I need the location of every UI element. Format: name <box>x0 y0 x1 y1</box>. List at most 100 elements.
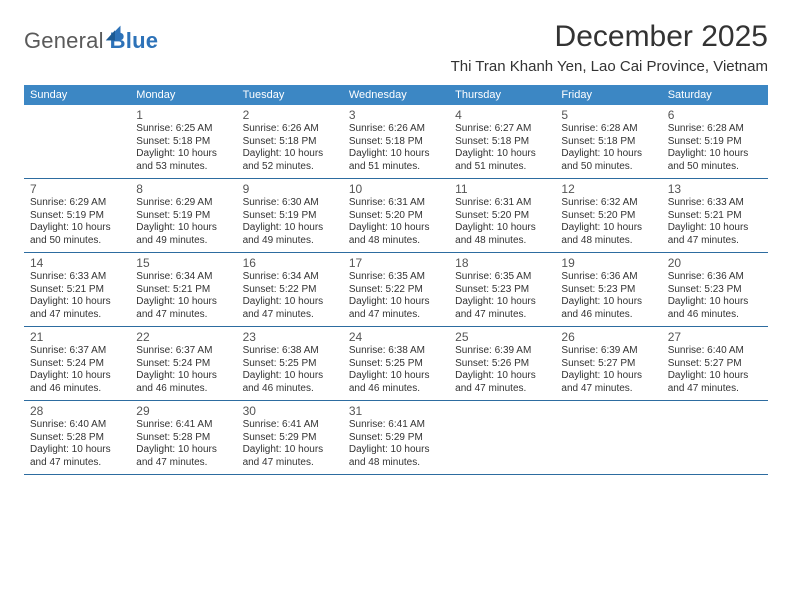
daylight-line: Daylight: 10 hours and 47 minutes. <box>561 370 655 395</box>
sunrise-line: Sunrise: 6:38 AM <box>349 345 443 358</box>
calendar-cell: 7Sunrise: 6:29 AMSunset: 5:19 PMDaylight… <box>24 179 130 252</box>
day-number: 4 <box>455 108 549 122</box>
day-header-cell: Sunday <box>24 85 130 105</box>
daylight-line: Daylight: 10 hours and 51 minutes. <box>349 148 443 173</box>
day-number: 15 <box>136 256 230 270</box>
day-number: 27 <box>668 330 762 344</box>
day-header-cell: Monday <box>130 85 236 105</box>
sunset-line: Sunset: 5:18 PM <box>349 136 443 149</box>
sunset-line: Sunset: 5:29 PM <box>243 432 337 445</box>
daylight-line: Daylight: 10 hours and 46 minutes. <box>668 296 762 321</box>
day-number: 12 <box>561 182 655 196</box>
sunrise-line: Sunrise: 6:25 AM <box>136 123 230 136</box>
sunrise-line: Sunrise: 6:30 AM <box>243 197 337 210</box>
calendar-cell <box>449 401 555 474</box>
sunset-line: Sunset: 5:23 PM <box>455 284 549 297</box>
sunrise-line: Sunrise: 6:33 AM <box>30 271 124 284</box>
calendar-cell: 20Sunrise: 6:36 AMSunset: 5:23 PMDayligh… <box>662 253 768 326</box>
sunset-line: Sunset: 5:25 PM <box>349 358 443 371</box>
day-number: 29 <box>136 404 230 418</box>
logo-word1: General <box>24 28 104 53</box>
day-number: 19 <box>561 256 655 270</box>
sunset-line: Sunset: 5:24 PM <box>136 358 230 371</box>
sunset-line: Sunset: 5:22 PM <box>349 284 443 297</box>
day-header-cell: Saturday <box>662 85 768 105</box>
day-number: 6 <box>668 108 762 122</box>
daylight-line: Daylight: 10 hours and 47 minutes. <box>30 296 124 321</box>
logo-sail-icon <box>104 22 126 44</box>
sunset-line: Sunset: 5:18 PM <box>455 136 549 149</box>
calendar-cell: 13Sunrise: 6:33 AMSunset: 5:21 PMDayligh… <box>662 179 768 252</box>
day-number: 20 <box>668 256 762 270</box>
daylight-line: Daylight: 10 hours and 48 minutes. <box>349 444 443 469</box>
daylight-line: Daylight: 10 hours and 50 minutes. <box>668 148 762 173</box>
calendar-cell: 14Sunrise: 6:33 AMSunset: 5:21 PMDayligh… <box>24 253 130 326</box>
day-header-cell: Thursday <box>449 85 555 105</box>
daylight-line: Daylight: 10 hours and 52 minutes. <box>243 148 337 173</box>
sunset-line: Sunset: 5:18 PM <box>561 136 655 149</box>
calendar-day-header: SundayMondayTuesdayWednesdayThursdayFrid… <box>24 85 768 105</box>
calendar-cell: 1Sunrise: 6:25 AMSunset: 5:18 PMDaylight… <box>130 105 236 178</box>
calendar-cell: 8Sunrise: 6:29 AMSunset: 5:19 PMDaylight… <box>130 179 236 252</box>
sunset-line: Sunset: 5:18 PM <box>136 136 230 149</box>
header: General Blue December 2025 Thi Tran Khan… <box>24 20 768 75</box>
daylight-line: Daylight: 10 hours and 49 minutes. <box>136 222 230 247</box>
calendar-week: 7Sunrise: 6:29 AMSunset: 5:19 PMDaylight… <box>24 179 768 253</box>
day-header-cell: Tuesday <box>237 85 343 105</box>
sunrise-line: Sunrise: 6:31 AM <box>455 197 549 210</box>
sunrise-line: Sunrise: 6:34 AM <box>136 271 230 284</box>
sunrise-line: Sunrise: 6:34 AM <box>243 271 337 284</box>
calendar-cell: 22Sunrise: 6:37 AMSunset: 5:24 PMDayligh… <box>130 327 236 400</box>
daylight-line: Daylight: 10 hours and 48 minutes. <box>561 222 655 247</box>
daylight-line: Daylight: 10 hours and 46 minutes. <box>30 370 124 395</box>
sunrise-line: Sunrise: 6:31 AM <box>349 197 443 210</box>
calendar-cell: 12Sunrise: 6:32 AMSunset: 5:20 PMDayligh… <box>555 179 661 252</box>
daylight-line: Daylight: 10 hours and 53 minutes. <box>136 148 230 173</box>
sunrise-line: Sunrise: 6:40 AM <box>30 419 124 432</box>
daylight-line: Daylight: 10 hours and 47 minutes. <box>455 296 549 321</box>
day-number: 14 <box>30 256 124 270</box>
sunset-line: Sunset: 5:20 PM <box>349 210 443 223</box>
sunset-line: Sunset: 5:19 PM <box>243 210 337 223</box>
daylight-line: Daylight: 10 hours and 47 minutes. <box>136 444 230 469</box>
calendar-week: 21Sunrise: 6:37 AMSunset: 5:24 PMDayligh… <box>24 327 768 401</box>
sunrise-line: Sunrise: 6:41 AM <box>349 419 443 432</box>
daylight-line: Daylight: 10 hours and 46 minutes. <box>136 370 230 395</box>
sunset-line: Sunset: 5:22 PM <box>243 284 337 297</box>
sunrise-line: Sunrise: 6:41 AM <box>243 419 337 432</box>
calendar-cell: 9Sunrise: 6:30 AMSunset: 5:19 PMDaylight… <box>237 179 343 252</box>
calendar-cell: 10Sunrise: 6:31 AMSunset: 5:20 PMDayligh… <box>343 179 449 252</box>
calendar-cell: 23Sunrise: 6:38 AMSunset: 5:25 PMDayligh… <box>237 327 343 400</box>
calendar-cell: 17Sunrise: 6:35 AMSunset: 5:22 PMDayligh… <box>343 253 449 326</box>
sunrise-line: Sunrise: 6:39 AM <box>455 345 549 358</box>
sunrise-line: Sunrise: 6:38 AM <box>243 345 337 358</box>
day-number: 8 <box>136 182 230 196</box>
daylight-line: Daylight: 10 hours and 47 minutes. <box>668 222 762 247</box>
calendar-weeks: 1Sunrise: 6:25 AMSunset: 5:18 PMDaylight… <box>24 105 768 475</box>
calendar-cell: 11Sunrise: 6:31 AMSunset: 5:20 PMDayligh… <box>449 179 555 252</box>
calendar-cell: 16Sunrise: 6:34 AMSunset: 5:22 PMDayligh… <box>237 253 343 326</box>
daylight-line: Daylight: 10 hours and 47 minutes. <box>243 444 337 469</box>
day-number: 18 <box>455 256 549 270</box>
sunset-line: Sunset: 5:25 PM <box>243 358 337 371</box>
calendar-cell: 24Sunrise: 6:38 AMSunset: 5:25 PMDayligh… <box>343 327 449 400</box>
sunset-line: Sunset: 5:20 PM <box>561 210 655 223</box>
sunset-line: Sunset: 5:27 PM <box>561 358 655 371</box>
sunset-line: Sunset: 5:21 PM <box>30 284 124 297</box>
sunrise-line: Sunrise: 6:26 AM <box>243 123 337 136</box>
logo: General Blue <box>24 20 158 54</box>
calendar-cell: 5Sunrise: 6:28 AMSunset: 5:18 PMDaylight… <box>555 105 661 178</box>
day-number: 28 <box>30 404 124 418</box>
calendar-cell: 27Sunrise: 6:40 AMSunset: 5:27 PMDayligh… <box>662 327 768 400</box>
day-number: 5 <box>561 108 655 122</box>
day-number: 23 <box>243 330 337 344</box>
sunset-line: Sunset: 5:21 PM <box>668 210 762 223</box>
sunrise-line: Sunrise: 6:33 AM <box>668 197 762 210</box>
calendar-cell <box>24 105 130 178</box>
daylight-line: Daylight: 10 hours and 46 minutes. <box>349 370 443 395</box>
sunset-line: Sunset: 5:19 PM <box>668 136 762 149</box>
sunset-line: Sunset: 5:29 PM <box>349 432 443 445</box>
day-number: 25 <box>455 330 549 344</box>
daylight-line: Daylight: 10 hours and 47 minutes. <box>243 296 337 321</box>
calendar-cell: 30Sunrise: 6:41 AMSunset: 5:29 PMDayligh… <box>237 401 343 474</box>
